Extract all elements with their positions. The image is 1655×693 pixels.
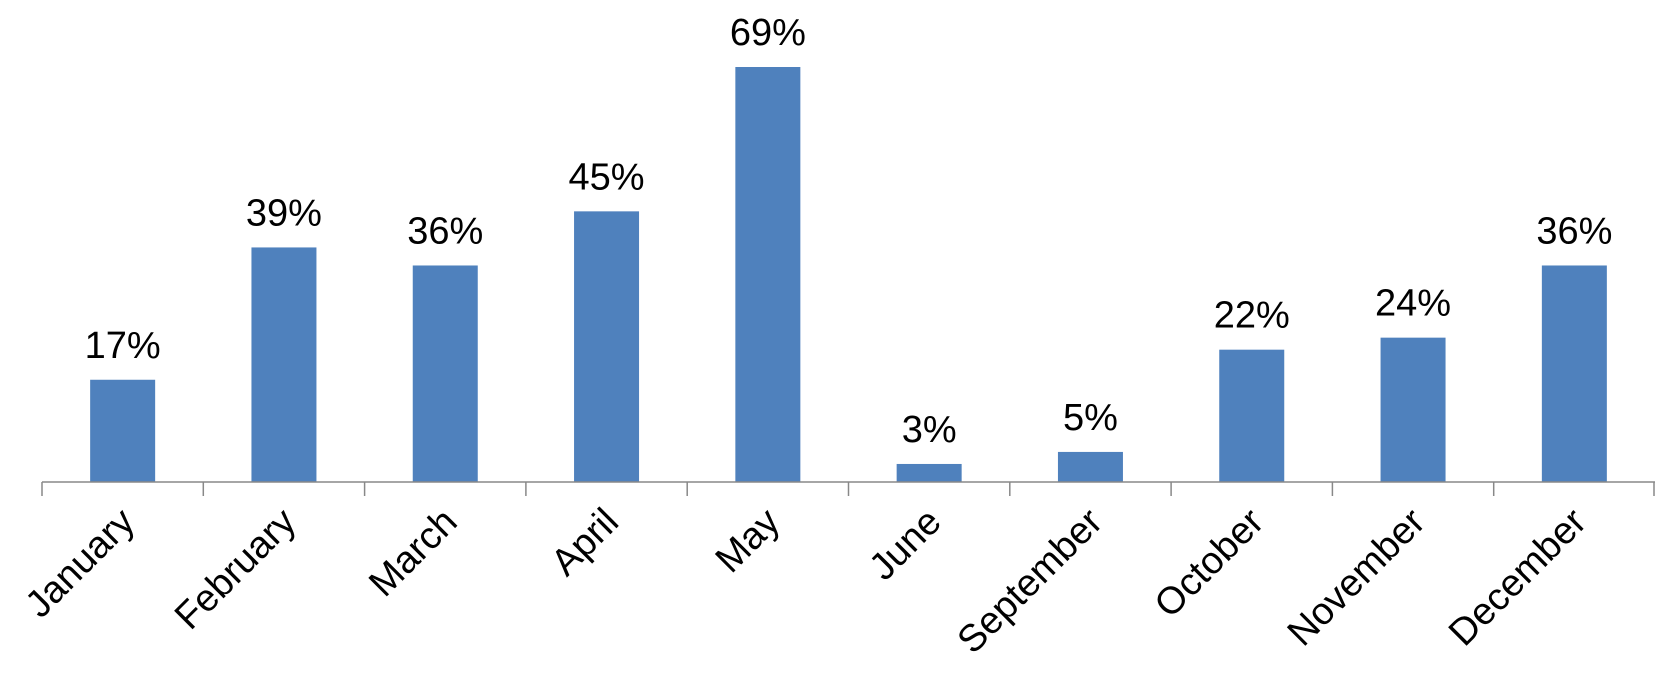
x-tick-label: November <box>1280 500 1434 654</box>
bar <box>896 463 962 482</box>
bar <box>90 379 156 482</box>
bar <box>1541 265 1607 482</box>
x-tick-label: December <box>1441 500 1595 654</box>
value-label: 36% <box>407 210 483 252</box>
value-label: 3% <box>902 409 957 451</box>
x-tick-label: April <box>543 501 626 584</box>
x-tick-label: October <box>1147 500 1273 626</box>
bar <box>1219 349 1285 482</box>
bar <box>251 247 317 482</box>
x-tick-label: May <box>708 501 788 581</box>
value-label: 36% <box>1536 210 1612 252</box>
value-label: 5% <box>1063 397 1118 439</box>
bar <box>574 211 640 482</box>
x-tick-label: February <box>167 501 304 638</box>
bar <box>412 265 478 482</box>
bar <box>1057 451 1123 482</box>
value-label: 45% <box>569 156 645 198</box>
value-label: 39% <box>246 192 322 234</box>
value-label: 22% <box>1214 295 1290 337</box>
value-label: 17% <box>85 325 161 367</box>
x-tick-label: June <box>862 501 950 589</box>
x-tick-label: January <box>18 501 143 626</box>
bar <box>735 67 801 482</box>
x-tick-label: March <box>361 501 465 605</box>
value-label: 69% <box>730 12 806 54</box>
bar <box>1380 337 1446 482</box>
x-tick-label: September <box>950 500 1111 661</box>
value-label: 24% <box>1375 283 1451 325</box>
